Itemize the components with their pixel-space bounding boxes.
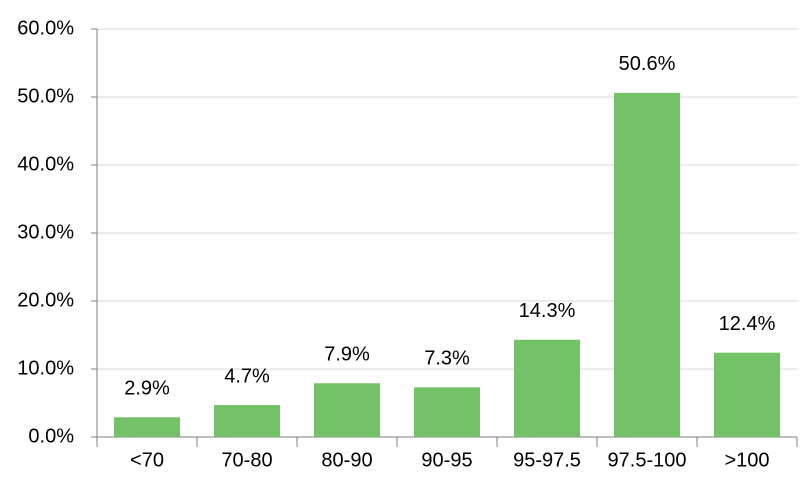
data-label: 50.6% <box>619 53 676 75</box>
data-label: 4.7% <box>224 365 270 387</box>
x-tick-label: 97.5-100 <box>608 449 687 471</box>
bar <box>314 383 380 437</box>
x-tick-label: 95-97.5 <box>513 449 581 471</box>
bar <box>714 352 780 437</box>
x-tick-label: 80-90 <box>321 449 372 471</box>
y-tick-label: 20.0% <box>17 289 74 311</box>
y-tick-label: 60.0% <box>17 17 74 39</box>
bar <box>514 339 580 437</box>
y-tick-label: 10.0% <box>17 357 74 379</box>
y-tick-label: 40.0% <box>17 153 74 175</box>
x-tick-label: <70 <box>130 449 164 471</box>
bar <box>414 387 480 437</box>
x-tick-label: 70-80 <box>221 449 272 471</box>
data-label: 7.3% <box>424 348 470 370</box>
y-tick-label: 30.0% <box>17 221 74 243</box>
x-tick-label: >100 <box>724 449 769 471</box>
data-label: 2.9% <box>124 378 170 400</box>
data-label: 7.9% <box>324 344 370 366</box>
data-label: 12.4% <box>719 313 776 335</box>
bar <box>614 92 680 438</box>
bar <box>214 405 280 437</box>
bar <box>114 417 180 437</box>
data-label: 14.3% <box>519 300 576 322</box>
y-tick-label: 50.0% <box>17 85 74 107</box>
y-tick-label: 0.0% <box>28 425 74 447</box>
x-tick-label: 90-95 <box>421 449 472 471</box>
